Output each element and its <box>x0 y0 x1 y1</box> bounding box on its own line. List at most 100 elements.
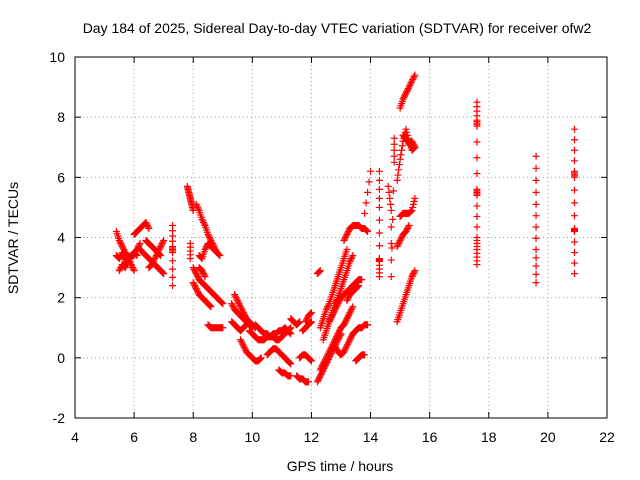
data-point <box>409 271 417 279</box>
data-point <box>344 340 352 348</box>
data-point <box>347 256 355 264</box>
data-point <box>332 304 340 312</box>
data-point <box>570 186 578 194</box>
data-point <box>401 92 409 100</box>
data-point <box>287 372 295 380</box>
data-point <box>361 351 369 359</box>
data-point <box>403 136 411 144</box>
data-point <box>192 285 200 293</box>
data-point <box>406 208 414 216</box>
data-point <box>384 182 392 190</box>
data-point <box>336 297 344 305</box>
y-tick-label: -2 <box>53 410 66 426</box>
data-point <box>193 202 201 210</box>
data-point <box>119 244 127 252</box>
data-point <box>191 282 199 290</box>
data-point <box>395 161 403 169</box>
data-point <box>304 378 312 386</box>
data-point <box>341 345 349 353</box>
x-tick-label: 22 <box>599 429 615 445</box>
data-point <box>410 142 418 150</box>
data-point <box>347 255 355 263</box>
data-point <box>169 249 177 257</box>
data-point <box>341 234 349 241</box>
data-point <box>473 170 481 178</box>
x-tick-label: 6 <box>130 429 138 445</box>
data-point <box>129 265 137 273</box>
data-point <box>210 246 218 254</box>
data-point <box>239 342 247 350</box>
data-point <box>323 304 331 312</box>
data-point <box>286 325 294 333</box>
data-point <box>219 300 227 308</box>
data-point <box>570 238 578 246</box>
data-point <box>394 171 402 179</box>
data-point <box>241 345 249 353</box>
data-point <box>128 262 136 270</box>
data-point <box>364 188 372 196</box>
data-point <box>192 270 200 278</box>
data-point <box>228 301 236 309</box>
data-point <box>214 250 222 258</box>
x-tick-labels: 4 6 8 10 12 14 16 18 20 22 <box>71 429 615 445</box>
data-point <box>404 223 412 231</box>
y-tick-label: 8 <box>57 109 65 125</box>
data-point <box>122 250 130 258</box>
data-point <box>190 265 198 273</box>
data-point <box>307 357 315 365</box>
data-point <box>375 167 383 175</box>
data-point <box>152 253 160 261</box>
data-point <box>316 267 324 275</box>
data-point <box>402 89 410 97</box>
data-point <box>143 220 151 228</box>
x-tick-label: 14 <box>363 429 379 445</box>
data-point <box>236 301 244 309</box>
data-point <box>206 235 214 243</box>
data-point <box>323 352 331 360</box>
data-point <box>245 318 253 326</box>
y-tick-label: 4 <box>57 230 65 246</box>
data-point <box>190 280 198 288</box>
data-point <box>199 268 207 276</box>
data-point <box>133 252 141 260</box>
data-point <box>296 318 304 326</box>
data-point <box>532 200 540 208</box>
data-point <box>326 316 334 324</box>
data-point <box>121 249 129 257</box>
data-point <box>234 298 242 306</box>
data-point <box>570 199 578 207</box>
data-point <box>390 146 398 154</box>
data-point <box>375 216 383 224</box>
data-point <box>367 167 375 175</box>
data-point <box>340 321 348 329</box>
data-point <box>333 303 341 311</box>
data-point <box>194 288 202 296</box>
data-point <box>398 234 406 241</box>
data-point <box>365 178 373 186</box>
data-point <box>387 223 395 231</box>
data-point <box>408 206 416 214</box>
data-point <box>314 376 322 384</box>
data-point <box>287 330 295 338</box>
data-point <box>395 240 403 248</box>
data-point <box>404 85 412 93</box>
data-point <box>532 176 540 184</box>
data-point <box>396 237 404 245</box>
y-tick-label: 10 <box>49 49 65 65</box>
data-point <box>316 373 324 381</box>
data-point <box>403 128 411 136</box>
data-point <box>401 91 409 99</box>
data-point <box>200 270 208 278</box>
data-point <box>570 259 578 267</box>
data-point <box>189 264 197 272</box>
data-point <box>402 125 410 133</box>
data-point <box>234 297 242 305</box>
data-point <box>149 259 157 267</box>
data-point <box>240 343 248 351</box>
data-point <box>344 312 352 320</box>
data-point <box>316 366 324 374</box>
data-point <box>570 146 578 154</box>
data-point <box>334 330 342 338</box>
data-point <box>194 203 202 211</box>
